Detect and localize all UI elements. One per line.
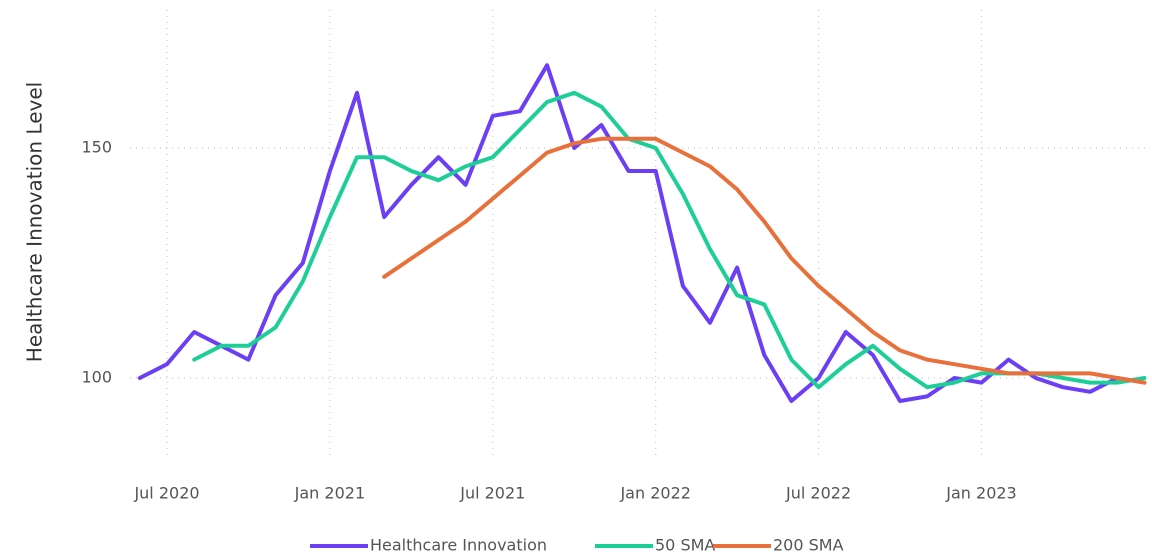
- x-tick-label: Jul 2022: [785, 484, 851, 503]
- x-tick-label: Jul 2021: [459, 484, 525, 503]
- line-series: [382, 136, 1147, 385]
- line-series: [192, 90, 1147, 390]
- legend-label: Healthcare Innovation: [370, 536, 547, 555]
- y-tick-label: 150: [81, 138, 112, 157]
- legend-label: 50 SMA: [655, 536, 715, 555]
- legend-label: 200 SMA: [773, 536, 844, 555]
- x-tick-label: Jan 2023: [945, 484, 1016, 503]
- x-tick-label: Jan 2021: [294, 484, 365, 503]
- x-tick-label: Jan 2022: [619, 484, 690, 503]
- line-series: [137, 63, 1147, 403]
- y-tick-label: 100: [81, 368, 112, 387]
- y-axis-label: Healthcare Innovation Level: [23, 82, 47, 362]
- x-tick-label: Jul 2020: [133, 484, 199, 503]
